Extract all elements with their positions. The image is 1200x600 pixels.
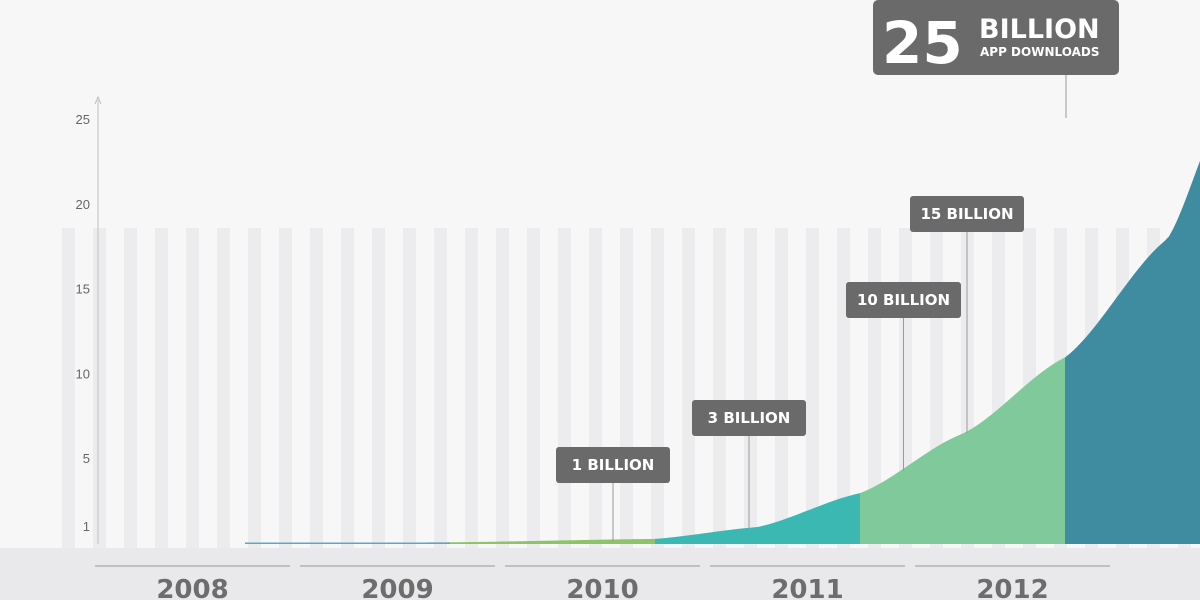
callout-box <box>556 447 670 483</box>
bg-stripe <box>279 228 292 600</box>
year-label-2011: 2011 <box>771 575 843 600</box>
bg-stripe <box>496 228 509 600</box>
bg-stripe <box>310 228 323 600</box>
year-label-2009: 2009 <box>361 575 433 600</box>
callout-box <box>910 196 1024 232</box>
bg-stripe <box>186 228 199 600</box>
bg-stripe <box>93 228 106 600</box>
bg-stripe <box>527 228 540 600</box>
area-segment-2010 <box>655 493 860 544</box>
bg-stripe <box>806 228 819 600</box>
callout-label: 3 BILLION <box>708 409 791 427</box>
callout-box <box>846 282 961 318</box>
y-tick-label: 20 <box>76 197 90 212</box>
area-segments <box>245 160 1200 544</box>
callout-label: 15 BILLION <box>920 205 1013 223</box>
bg-stripe <box>341 228 354 600</box>
callout-label: 10 BILLION <box>857 291 950 309</box>
bg-stripe <box>465 228 478 600</box>
year-label-2012: 2012 <box>976 575 1048 600</box>
area-segment-2012 <box>1065 160 1200 544</box>
bg-stripe <box>372 228 385 600</box>
y-tick-label: 1 <box>83 519 90 534</box>
headline-box <box>873 0 1119 75</box>
year-label-2010: 2010 <box>566 575 638 600</box>
bg-stripe <box>62 228 75 600</box>
y-tick-label: 10 <box>76 366 90 381</box>
bg-stripe <box>434 228 447 600</box>
y-tick-label: 15 <box>76 282 90 297</box>
bg-stripe <box>217 228 230 600</box>
bg-stripe <box>558 228 571 600</box>
bg-stripe <box>620 228 633 600</box>
bg-stripe <box>589 228 602 600</box>
headline-word: BILLION <box>979 14 1100 45</box>
headline-subtitle: APP DOWNLOADS <box>980 45 1099 59</box>
callout-label: 1 BILLION <box>572 456 655 474</box>
bg-stripe <box>248 228 261 600</box>
headline-number: 25 <box>882 9 963 77</box>
floor-band <box>0 548 1200 600</box>
bg-stripe <box>651 228 664 600</box>
area-segment-2009 <box>450 538 655 544</box>
callout-box <box>692 400 806 436</box>
bg-stripe <box>682 228 695 600</box>
bg-stripe <box>124 228 137 600</box>
area-segment-2011 <box>860 357 1065 544</box>
year-label-2008: 2008 <box>156 575 228 600</box>
bg-stripe <box>403 228 416 600</box>
annotations: 1 BILLION 3 BILLION 10 BILLION 15 BILLION <box>556 196 1024 542</box>
x-axis-years: 2008 2009 2010 2011 2012 <box>95 565 1110 600</box>
y-tick-label: 5 <box>83 451 90 466</box>
bg-stripe <box>155 228 168 600</box>
area-segment-2008 <box>245 542 450 544</box>
y-axis-arrow <box>94 95 102 105</box>
y-tick-label: 25 <box>76 112 90 127</box>
